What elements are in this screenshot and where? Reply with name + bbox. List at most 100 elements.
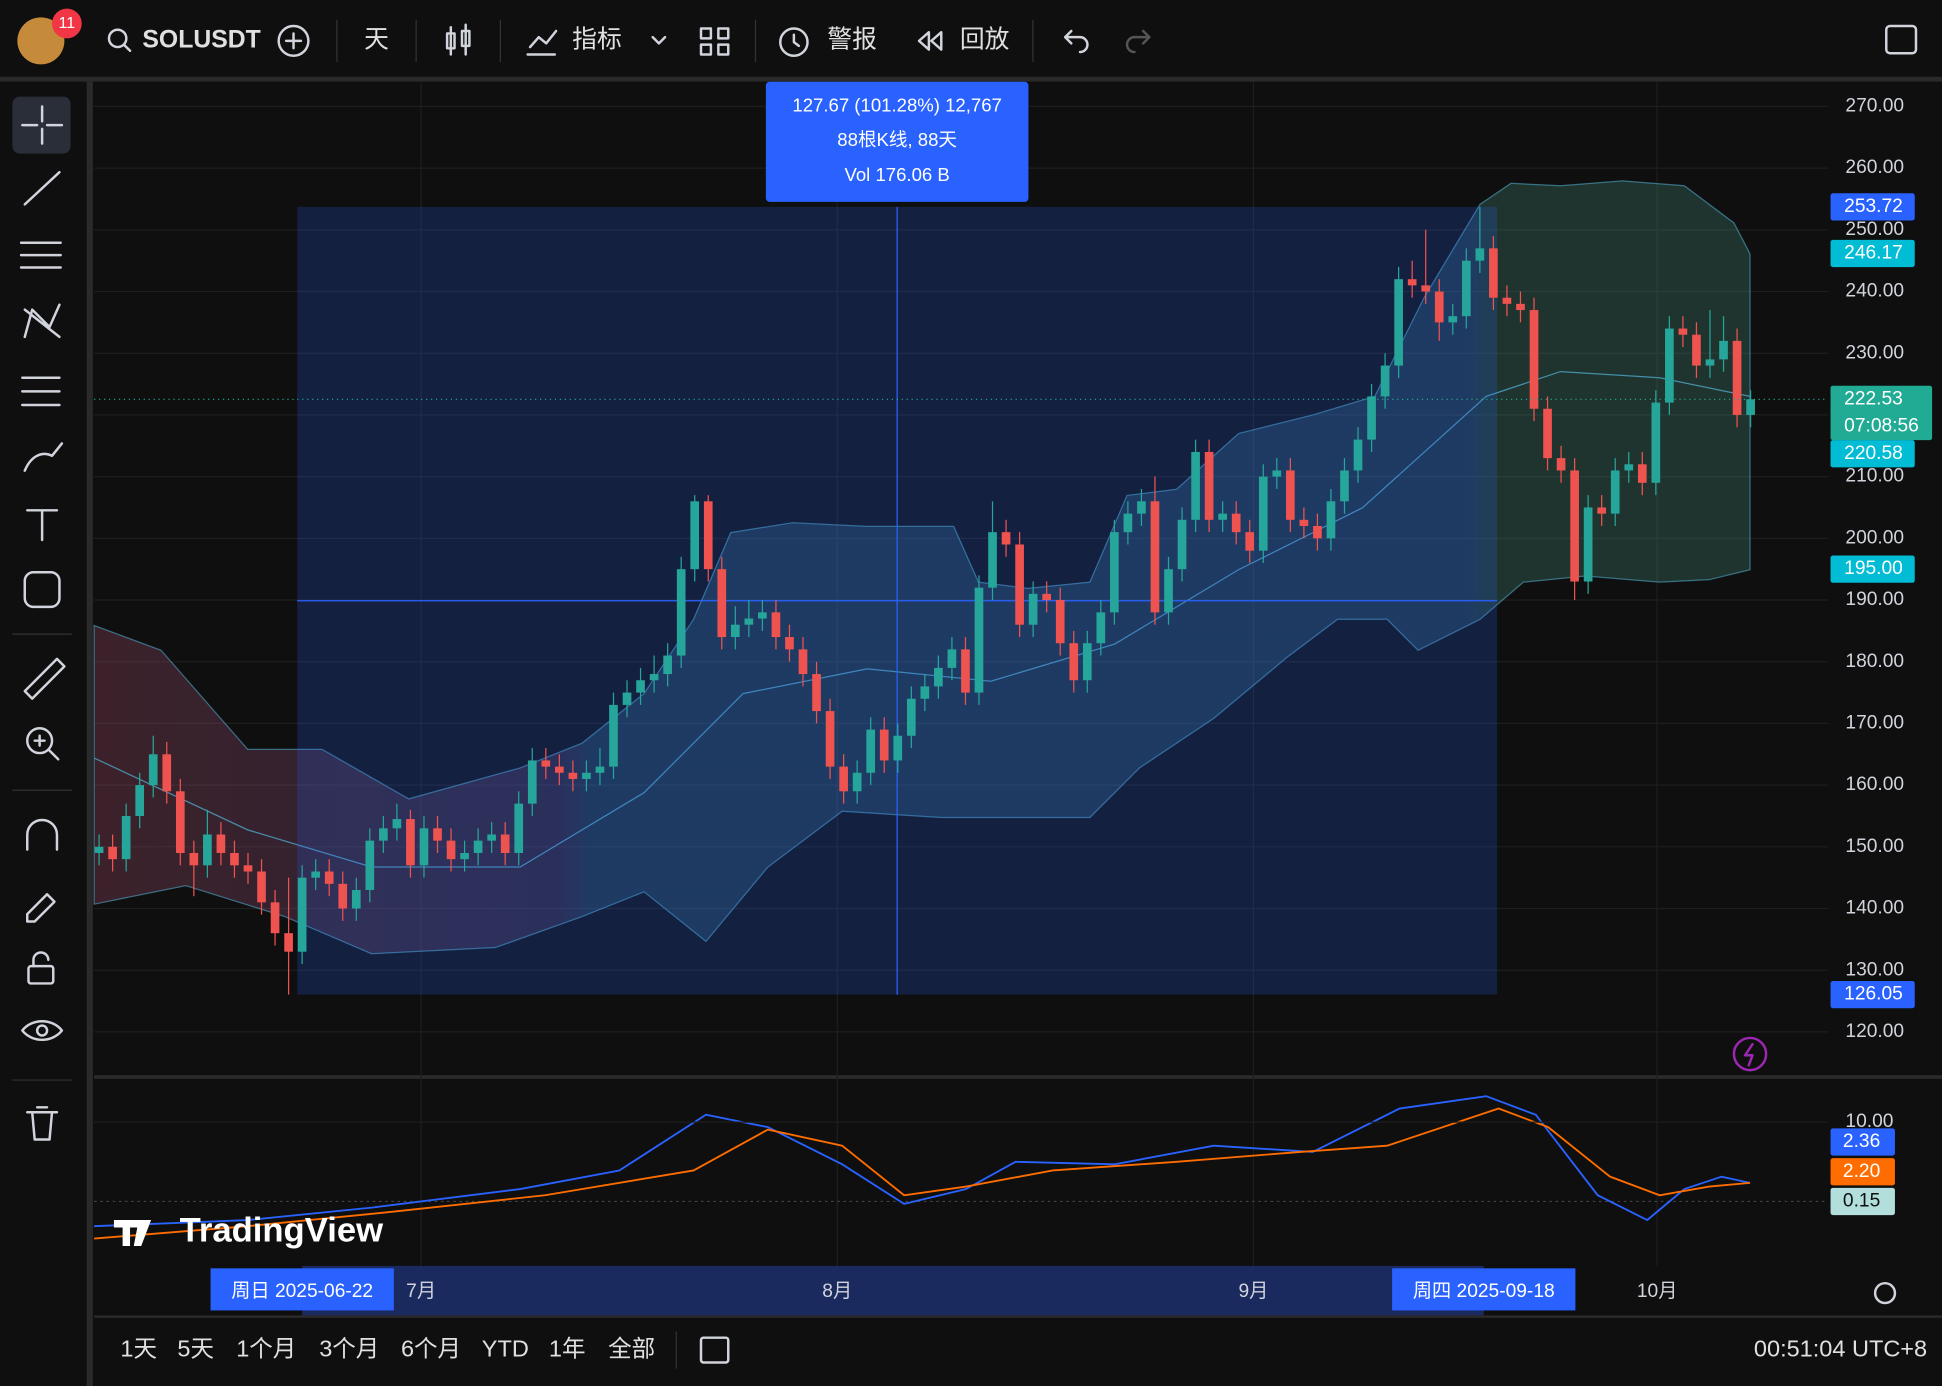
crosshair-label: 周日 2025-06-22 (231, 1281, 373, 1302)
candle-body (879, 729, 889, 761)
macd-tag (1830, 1187, 1895, 1216)
watermark-logo (113, 1220, 152, 1247)
pattern-tool[interactable] (23, 303, 61, 339)
replay[interactable]: 回放 (960, 25, 1010, 53)
range-button[interactable]: 6个月 (401, 1335, 461, 1361)
candle-body (541, 760, 551, 767)
candle-body (230, 852, 239, 866)
candle-body (148, 754, 158, 786)
y-tick-label: 130.00 (1845, 959, 1904, 980)
range-button[interactable]: 1天 (120, 1335, 157, 1361)
candle-body (419, 828, 429, 866)
lock-drawing[interactable] (26, 893, 56, 923)
y-tick-label: 170.00 (1845, 712, 1904, 733)
magnet-tool[interactable] (26, 818, 59, 851)
candle-body (974, 587, 984, 693)
chevron[interactable] (651, 35, 667, 45)
candle-body (988, 532, 997, 588)
x-tick-label: 8月 (822, 1281, 852, 1302)
candle-body (392, 819, 402, 829)
price-tag-label: 126.05 (1844, 984, 1903, 1005)
brush-tool[interactable] (23, 442, 64, 472)
bottom-bar (94, 1317, 1942, 1386)
divider (94, 1315, 1942, 1318)
candle-body (568, 772, 578, 779)
alerts[interactable]: 警报 (827, 25, 877, 53)
candle-body (1556, 458, 1566, 471)
watermark-text: TradingView (180, 1212, 385, 1250)
price-tag (1830, 555, 1915, 583)
emoji-tool[interactable] (23, 570, 61, 609)
divider (86, 81, 93, 1386)
candle-body (1164, 569, 1173, 613)
range-button[interactable]: 1个月 (236, 1335, 296, 1361)
candle-body (1651, 402, 1661, 483)
lock-tool[interactable] (27, 964, 55, 985)
candle-body (1272, 470, 1282, 477)
lightning-icon (1743, 1042, 1754, 1067)
candle-body (1732, 340, 1742, 415)
text-tool[interactable] (26, 509, 59, 542)
forecast-tool[interactable] (21, 376, 61, 407)
lightning[interactable] (1732, 1036, 1768, 1072)
crosshair-label-bg (210, 1268, 394, 1311)
time-axis-labels: 7月 8月 9月 10月 周日 2025-06-22 周四 2025-09-18 (210, 1268, 1677, 1311)
candle-body (622, 692, 632, 705)
crosshair-tool[interactable] (21, 105, 64, 145)
ruler-tool[interactable] (23, 657, 66, 700)
candle-body (1055, 600, 1065, 644)
undo[interactable] (1063, 29, 1089, 54)
candle-body (1150, 501, 1160, 613)
range-button[interactable]: 3个月 (319, 1335, 379, 1361)
symbol[interactable]: SOLUSDT (142, 26, 260, 53)
chart-type[interactable] (445, 23, 471, 56)
candle-body (338, 883, 348, 909)
time-range-highlight (302, 1265, 1484, 1316)
interval[interactable]: 天 (364, 26, 389, 53)
replay-icon (917, 30, 943, 51)
x-tick-label: 9月 (1238, 1281, 1268, 1302)
pane-divider (94, 1075, 1942, 1079)
goto-date[interactable] (699, 1336, 730, 1364)
y-tick-label: 270.00 (1845, 95, 1904, 116)
range-button[interactable]: YTD (482, 1335, 529, 1361)
redo[interactable] (1125, 29, 1151, 54)
candle-body (582, 772, 591, 779)
hide-tool[interactable] (21, 1019, 64, 1042)
price-tag (1830, 385, 1933, 441)
y-tick-label: 160.00 (1845, 774, 1904, 795)
price-tag-label: 195.00 (1844, 558, 1903, 579)
indicators[interactable]: 指标 (572, 25, 622, 53)
zoom-tool[interactable] (26, 727, 54, 755)
add-symbol[interactable] (277, 24, 310, 57)
badge-count: 11 (59, 14, 76, 32)
indicators-icon (526, 29, 558, 56)
measure-tool: 127.67 (101.28%) 12,767 88根K线, 88天 Vol 176… (297, 81, 1498, 995)
line-tool[interactable] (23, 170, 61, 206)
candle-body (1110, 532, 1119, 613)
price-tag-label: 253.72 (1844, 196, 1903, 217)
fib-tool[interactable] (19, 241, 62, 269)
candle-body (1313, 525, 1322, 539)
candle-body (1529, 310, 1539, 409)
candle-body (216, 834, 226, 853)
macd-tick-label: 10.00 (1845, 1111, 1893, 1132)
candle-body (717, 569, 727, 638)
range-button[interactable]: 1年 (549, 1335, 586, 1361)
candle-body (1692, 334, 1701, 366)
candle-body (920, 686, 930, 699)
delete-tool[interactable] (26, 1106, 59, 1141)
avatar[interactable] (17, 17, 65, 65)
price-tag-label: 220.58 (1844, 443, 1903, 464)
candle-body (379, 828, 388, 841)
range-button[interactable]: 5天 (177, 1335, 214, 1361)
price-tag (1830, 193, 1915, 221)
candle-body (1394, 279, 1403, 366)
candle-body (243, 865, 253, 872)
fullscreen[interactable] (1885, 24, 1918, 55)
layouts[interactable] (699, 27, 730, 56)
range-button[interactable]: 全部 (608, 1335, 655, 1361)
settings[interactable] (1873, 1281, 1897, 1305)
candle-body (798, 649, 808, 675)
alert-icon (792, 33, 801, 48)
